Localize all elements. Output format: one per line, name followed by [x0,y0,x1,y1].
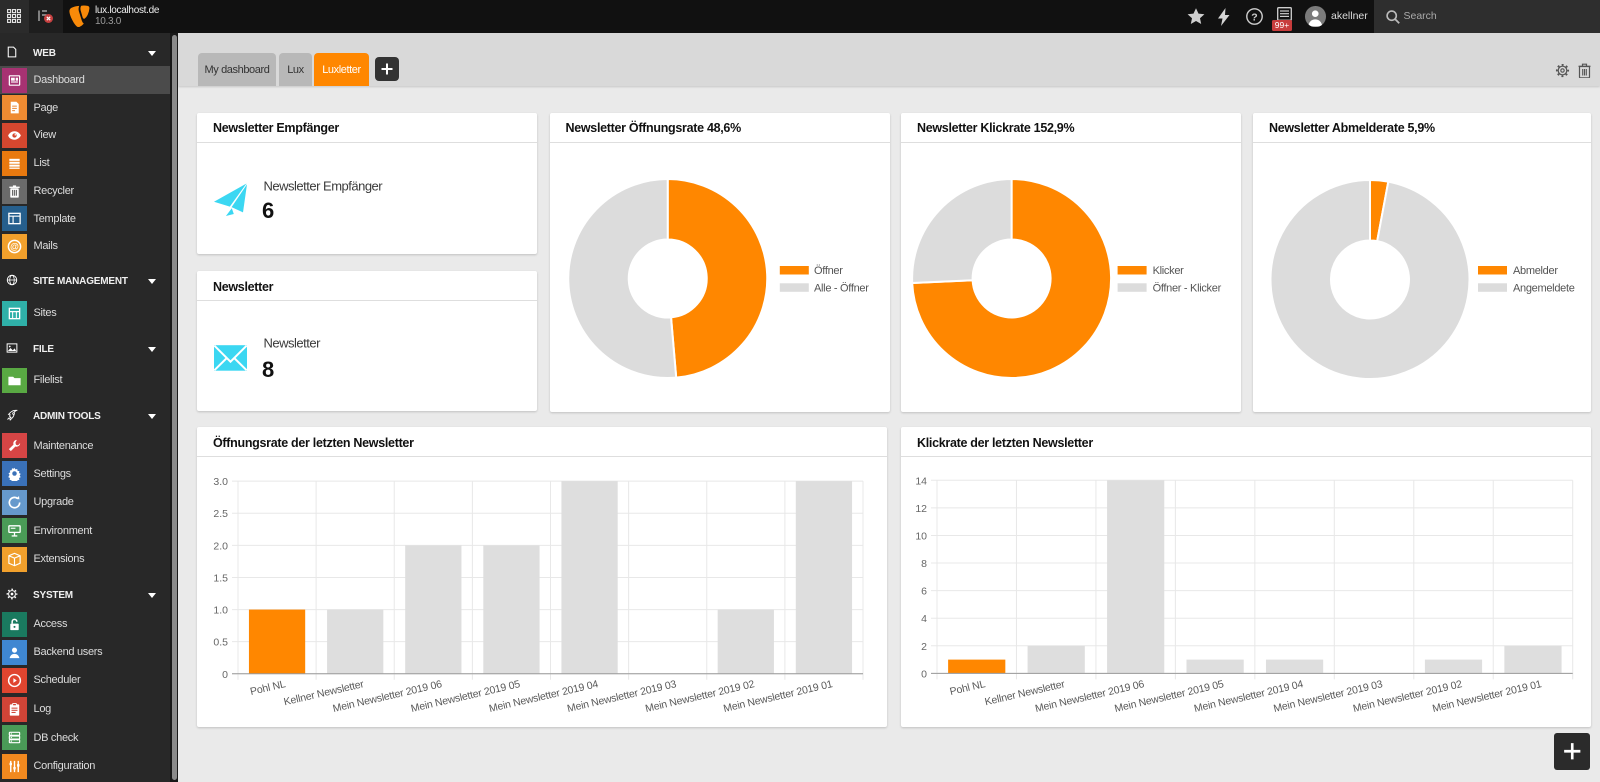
svg-text:Pohl NL: Pohl NL [249,678,287,698]
svg-text:12: 12 [915,503,927,515]
svg-text:Öffner - Klicker: Öffner - Klicker [1153,283,1222,295]
svg-text:Alle - Öffner: Alle - Öffner [814,283,869,295]
svg-text:Angemeldete: Angemeldete [1513,283,1575,295]
svg-text:3.0: 3.0 [213,476,228,488]
svg-text:6: 6 [262,198,274,223]
svg-text:Newsletter Empfänger: Newsletter Empfänger [264,179,384,194]
svg-text:1.0: 1.0 [213,605,228,617]
svg-text:6: 6 [921,586,927,598]
svg-text:2.5: 2.5 [213,508,228,520]
svg-text:Abmelder: Abmelder [1513,265,1558,277]
svg-text:1.5: 1.5 [213,572,228,584]
svg-text:Öffner: Öffner [814,265,843,277]
svg-text:14: 14 [915,475,927,487]
svg-text:2: 2 [921,641,927,653]
svg-text:Pohl NL: Pohl NL [949,678,987,698]
svg-text:8: 8 [921,558,927,570]
svg-text:0.5: 0.5 [213,637,228,649]
svg-text:4: 4 [921,613,927,625]
svg-text:@: @ [10,242,19,252]
svg-text:10: 10 [915,530,927,542]
svg-text:0: 0 [222,669,228,681]
svg-text:Klicker: Klicker [1153,265,1185,277]
svg-text:?: ? [1251,11,1257,23]
svg-text:Newsletter: Newsletter [264,336,322,351]
svg-text:8: 8 [262,357,274,382]
svg-text:2.0: 2.0 [213,540,228,552]
svg-text:0: 0 [921,668,927,680]
